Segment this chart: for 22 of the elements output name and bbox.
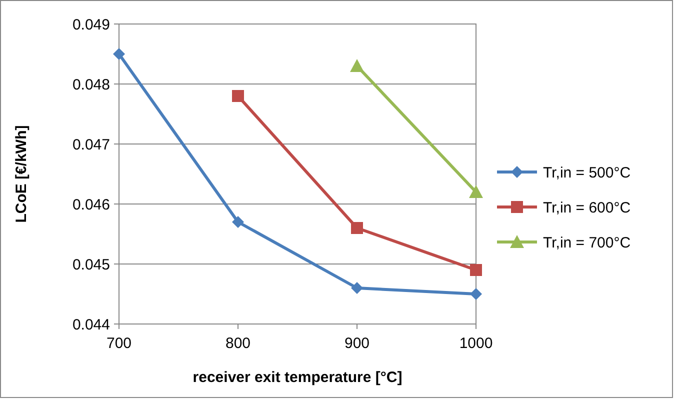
legend-label: Tr,in = 500°C (543, 164, 631, 182)
point (113, 48, 125, 60)
x-tick-label: 1000 (459, 335, 493, 352)
y-tick-label: 0.048 (72, 76, 110, 94)
x-tick-label: 900 (344, 335, 370, 352)
y-tick-label: 0.047 (72, 136, 110, 154)
y-axis-title: LCoE [€/kWh] (13, 125, 30, 223)
point (232, 90, 244, 102)
x-axis-title: receiver exit temperature [°C] (192, 369, 402, 386)
y-tick-label: 0.046 (72, 196, 110, 214)
point (470, 288, 482, 300)
point (470, 264, 482, 276)
point (232, 216, 244, 228)
point (351, 222, 363, 234)
x-tick-label: 800 (225, 335, 251, 352)
x-tick-label: 700 (106, 335, 132, 352)
y-tick-label: 0.044 (72, 316, 110, 334)
point (351, 282, 363, 294)
legend-label: Tr,in = 700°C (543, 234, 631, 252)
y-tick-label: 0.045 (72, 256, 110, 274)
legend-label: Tr,in = 600°C (543, 199, 631, 216)
y-tick-label: 0.049 (72, 16, 110, 34)
